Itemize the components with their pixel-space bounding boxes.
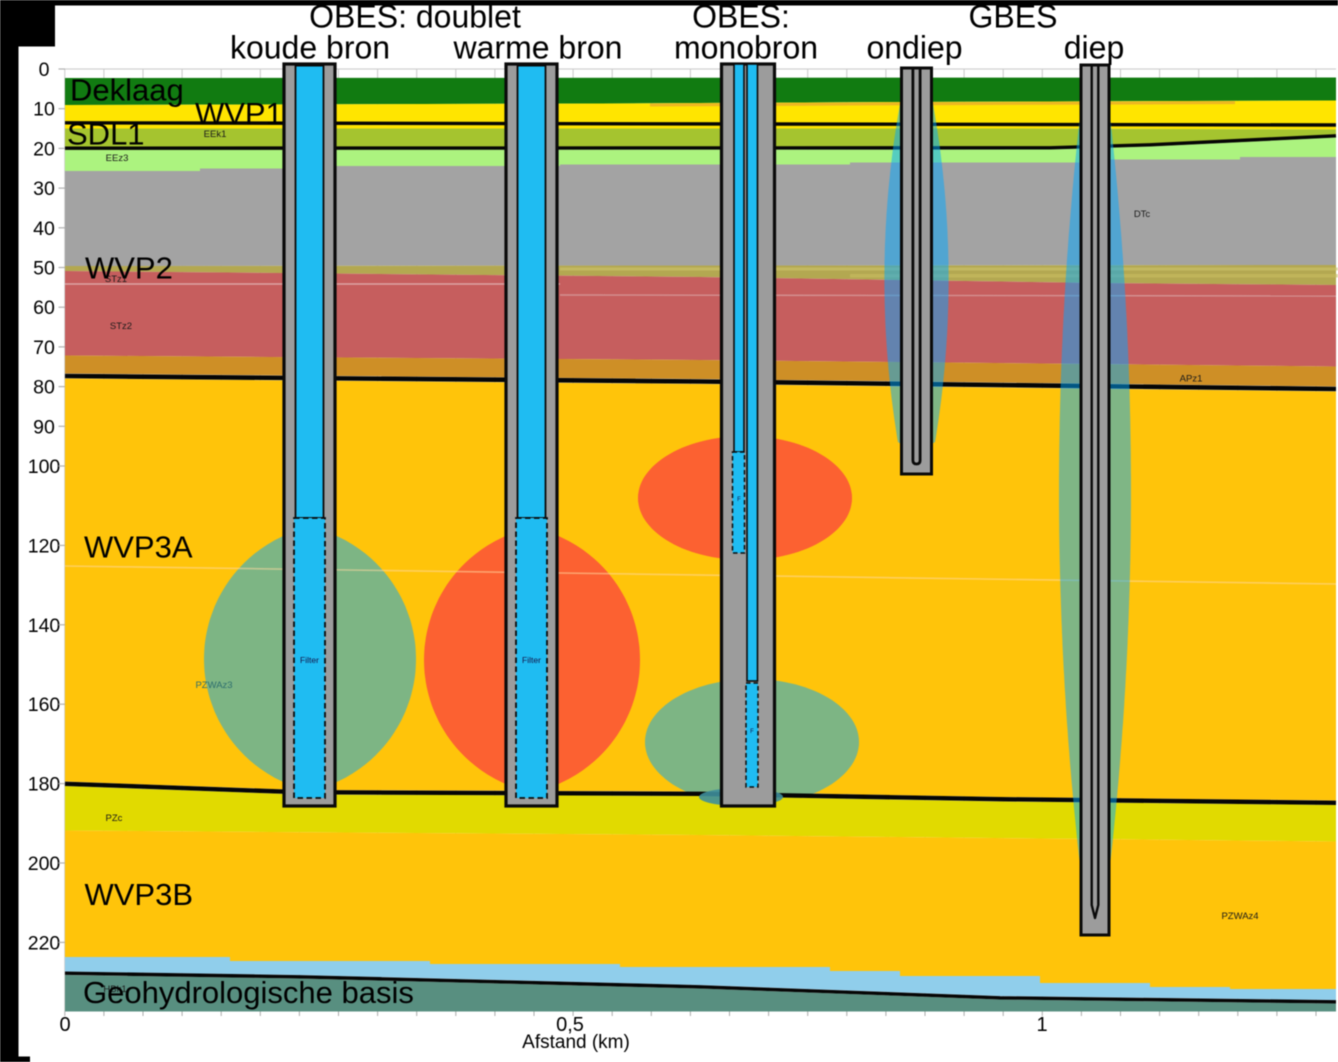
svg-text:Filter: Filter (522, 655, 541, 665)
svg-text:OBES:: OBES: (692, 0, 790, 35)
svg-text:WVP1: WVP1 (195, 96, 283, 131)
svg-text:monobron: monobron (674, 30, 818, 66)
svg-text:STz1: STz1 (105, 274, 127, 285)
svg-text:60: 60 (33, 297, 55, 319)
svg-text:0: 0 (59, 1014, 70, 1036)
svg-text:220: 220 (28, 932, 61, 954)
svg-text:F: F (737, 497, 741, 503)
svg-text:Geohydrologische basis: Geohydrologische basis (83, 975, 414, 1010)
svg-text:200: 200 (28, 853, 61, 875)
svg-text:HBk1: HBk1 (103, 984, 126, 995)
svg-text:warme bron: warme bron (453, 30, 623, 66)
svg-text:Afstand (km): Afstand (km) (522, 1032, 630, 1053)
svg-text:180: 180 (28, 774, 61, 796)
svg-text:ondiep: ondiep (866, 30, 962, 66)
svg-text:100: 100 (28, 456, 61, 478)
svg-text:40: 40 (33, 218, 55, 240)
svg-text:PZWAz4: PZWAz4 (1221, 911, 1258, 922)
svg-text:1: 1 (1036, 1014, 1047, 1036)
svg-text:Deklaag: Deklaag (70, 73, 184, 108)
svg-text:DTc: DTc (1134, 209, 1151, 220)
svg-text:STz2: STz2 (110, 321, 132, 332)
svg-text:0,5: 0,5 (556, 1014, 584, 1036)
svg-text:Filter: Filter (300, 655, 319, 665)
svg-text:WVP3A: WVP3A (84, 530, 193, 565)
svg-text:90: 90 (33, 416, 55, 438)
svg-text:EEz3: EEz3 (106, 153, 129, 164)
svg-text:160: 160 (28, 694, 61, 716)
svg-text:koude bron: koude bron (230, 30, 390, 66)
svg-text:20: 20 (33, 138, 55, 160)
svg-text:PZWAz3: PZWAz3 (195, 680, 232, 691)
svg-text:SDL1: SDL1 (67, 117, 145, 152)
svg-text:APz1: APz1 (1180, 374, 1203, 385)
svg-text:10: 10 (33, 99, 55, 121)
svg-text:30: 30 (33, 178, 55, 200)
svg-text:OBES: doublet: OBES: doublet (309, 0, 521, 35)
svg-text:PZc: PZc (106, 813, 123, 824)
svg-text:GBES: GBES (969, 0, 1058, 35)
svg-text:140: 140 (28, 615, 61, 637)
svg-text:0: 0 (39, 59, 50, 81)
svg-text:WVP2: WVP2 (85, 251, 173, 286)
svg-text:F: F (750, 729, 754, 735)
svg-text:WVP3B: WVP3B (85, 877, 194, 912)
svg-text:50: 50 (33, 258, 55, 280)
svg-text:diep: diep (1064, 30, 1125, 66)
svg-text:80: 80 (33, 377, 55, 399)
svg-text:70: 70 (33, 337, 55, 359)
svg-text:120: 120 (28, 535, 61, 557)
svg-text:EEk1: EEk1 (204, 129, 227, 140)
